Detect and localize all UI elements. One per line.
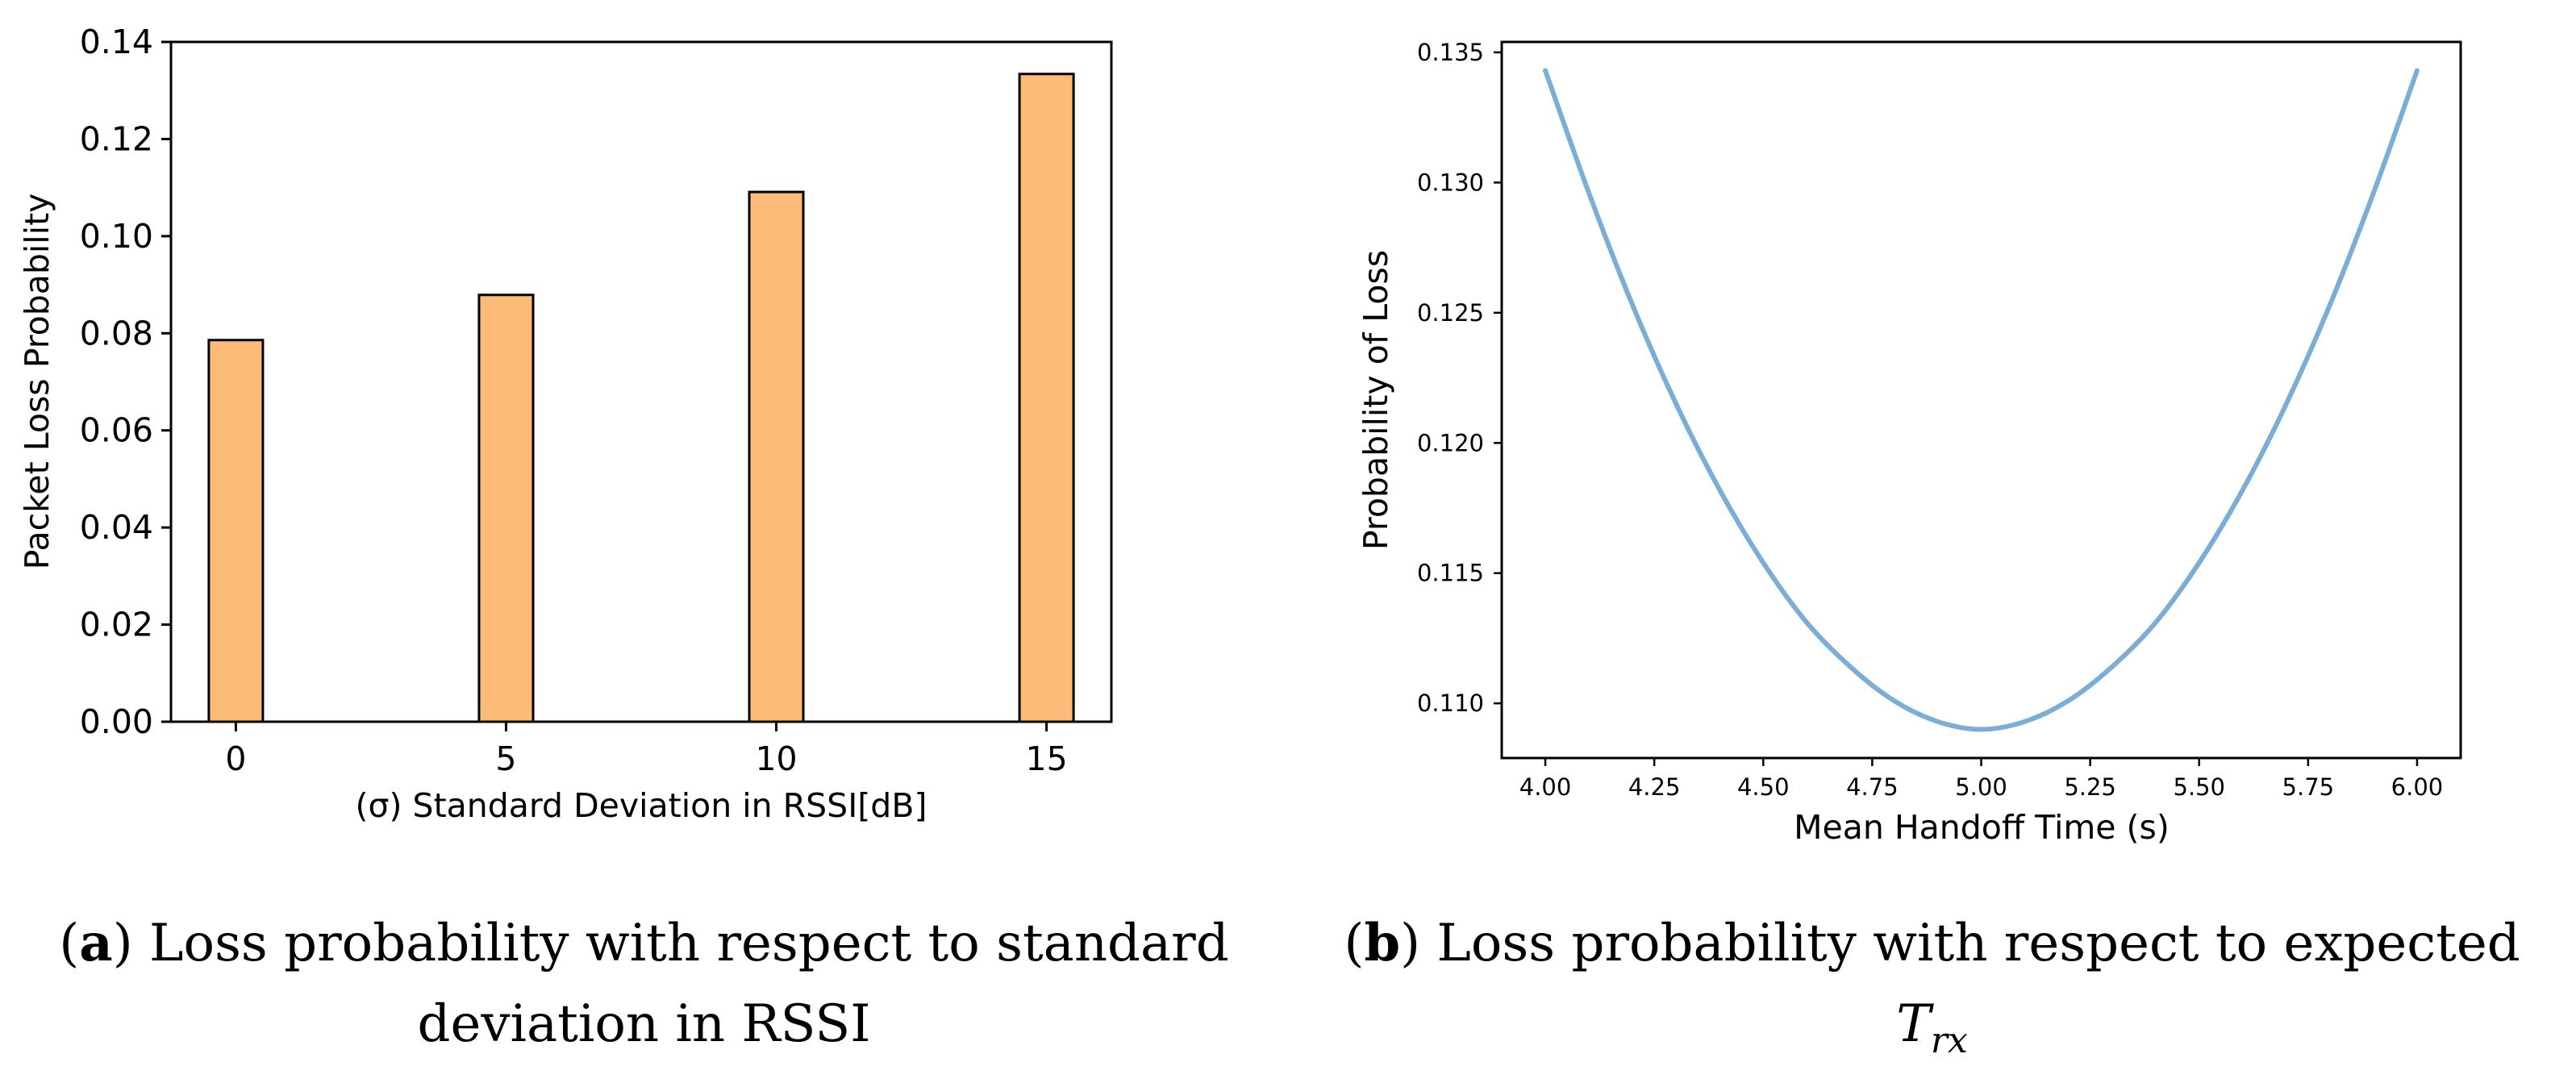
y-tick-label: 0.135 bbox=[1417, 39, 1484, 66]
x-tick-label: 10 bbox=[755, 739, 797, 778]
bar-group bbox=[207, 73, 1075, 723]
bar bbox=[748, 190, 805, 723]
x-tick-label: 5 bbox=[495, 739, 516, 778]
x-tick-label: 5.00 bbox=[1955, 773, 2007, 801]
caption-math: Trx bbox=[1896, 994, 1968, 1061]
y-tick-label: 0.120 bbox=[1417, 429, 1484, 456]
y-tick-label: 0.06 bbox=[80, 411, 153, 450]
caption-math-main: T bbox=[1896, 994, 1931, 1054]
caption-letter: b bbox=[1364, 913, 1401, 973]
y-axis-ticks: 0.00 0.02 0.04 0.06 0.08 0.10 0.12 0.14 bbox=[80, 23, 171, 741]
x-axis-ticks: 4.00 4.25 4.50 4.75 5.00 5.25 5.50 5.75 6.00 bbox=[1519, 758, 2443, 801]
caption-text: Loss probability with respect to expecte… bbox=[1436, 914, 2520, 973]
plot-frame bbox=[1500, 40, 2462, 760]
y-tick-label: 0.12 bbox=[80, 119, 153, 158]
y-tick-label: 0.130 bbox=[1417, 169, 1484, 196]
caption-text: Loss probability with respect to standar… bbox=[149, 914, 1229, 1054]
y-axis-label: Packet Loss Probability bbox=[18, 194, 56, 570]
x-tick-label: 6.00 bbox=[2391, 773, 2444, 801]
y-tick-label: 0.04 bbox=[80, 508, 153, 547]
y-tick-label: 0.14 bbox=[80, 23, 153, 61]
x-axis-label: Mean Handoff Time (s) bbox=[1794, 808, 2170, 847]
caption-a: (a) Loss probability with respect to sta… bbox=[59, 913, 1229, 1054]
x-tick-label: 5.75 bbox=[2282, 773, 2335, 801]
x-tick-label: 4.25 bbox=[1628, 773, 1681, 801]
x-tick-label: 4.00 bbox=[1519, 773, 1572, 801]
y-tick-label: 0.00 bbox=[80, 702, 153, 741]
y-tick-label: 0.115 bbox=[1417, 560, 1484, 587]
bar bbox=[207, 339, 265, 723]
y-tick-label: 0.02 bbox=[80, 606, 153, 644]
y-tick-label: 0.08 bbox=[80, 314, 153, 352]
y-tick-label: 0.10 bbox=[80, 217, 153, 256]
bar bbox=[477, 294, 535, 723]
y-axis-ticks: 0.110 0.115 0.120 0.125 0.130 0.135 bbox=[1417, 39, 1502, 717]
bar-chart-panel-a: 0.000.020.040.060.080.100.120.14 0 5 10 15 … bbox=[18, 23, 1113, 825]
x-tick-label: 0 bbox=[225, 739, 246, 778]
bar bbox=[1018, 73, 1075, 723]
x-tick-label: 5.50 bbox=[2173, 773, 2225, 801]
plot-frame bbox=[169, 40, 1113, 723]
x-axis-ticks: 0 5 10 15 bbox=[225, 722, 1068, 778]
caption-b: (b) Loss probability with respect to exp… bbox=[1344, 913, 2520, 1061]
y-tick-label: 0.110 bbox=[1417, 689, 1484, 717]
series-line bbox=[1543, 68, 2420, 732]
y-tick-label: 0.125 bbox=[1417, 299, 1484, 327]
y-axis-label: Probability of Loss bbox=[1357, 250, 1395, 550]
x-axis-label: (σ) Standard Deviation in RSSI[dB] bbox=[356, 786, 927, 825]
caption-math-sub: rx bbox=[1930, 1019, 1968, 1061]
x-tick-label: 15 bbox=[1026, 739, 1068, 778]
x-tick-label: 4.75 bbox=[1846, 773, 1899, 801]
caption-letter: a bbox=[79, 913, 113, 973]
x-tick-label: 4.50 bbox=[1737, 773, 1790, 801]
x-tick-label: 5.25 bbox=[2064, 773, 2116, 801]
